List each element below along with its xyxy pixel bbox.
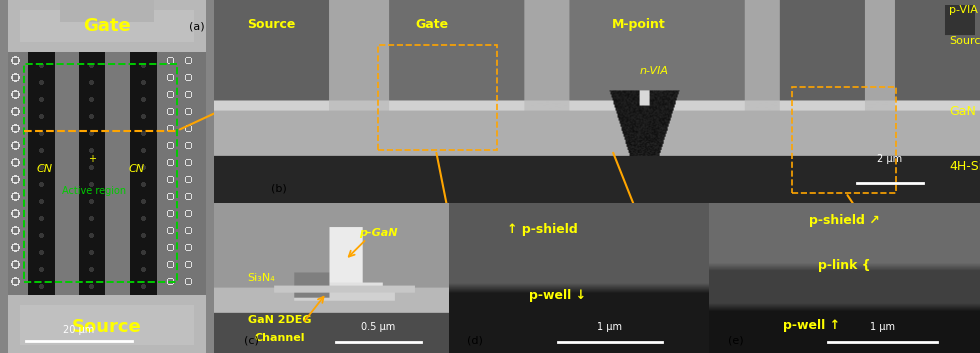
Text: Source: Source — [247, 18, 295, 31]
Text: 1 μm: 1 μm — [598, 323, 622, 333]
Text: 1 μm: 1 μm — [870, 323, 895, 333]
Text: p-VIA: p-VIA — [950, 5, 978, 15]
Text: n-VIA: n-VIA — [640, 66, 668, 76]
Text: Source: Source — [950, 36, 980, 46]
Text: p-well ↓: p-well ↓ — [529, 289, 586, 303]
Text: Source: Source — [72, 318, 142, 335]
Text: 4H-SiC: 4H-SiC — [950, 160, 980, 173]
Text: Active region: Active region — [62, 186, 126, 196]
Text: GaN 2DEG: GaN 2DEG — [248, 315, 312, 325]
Text: ↑ p-shield: ↑ p-shield — [507, 223, 577, 237]
Text: M-point: M-point — [612, 18, 665, 31]
Text: Gate: Gate — [416, 18, 449, 31]
Text: (a): (a) — [189, 22, 205, 31]
Text: Gate: Gate — [83, 18, 130, 35]
Text: (e): (e) — [728, 336, 744, 346]
Text: (d): (d) — [466, 336, 483, 346]
Text: Channel: Channel — [254, 333, 305, 343]
Text: 2 μm: 2 μm — [877, 154, 903, 164]
Text: p-GaN: p-GaN — [359, 228, 398, 238]
Text: p-link {: p-link { — [818, 259, 870, 273]
Text: 20 μm: 20 μm — [64, 325, 95, 335]
Text: (b): (b) — [270, 184, 287, 194]
Text: p-shield ↗: p-shield ↗ — [808, 215, 880, 227]
Text: p-well ↑: p-well ↑ — [783, 319, 840, 333]
Text: GaN: GaN — [950, 105, 976, 118]
Bar — [24, 64, 177, 282]
Text: CN: CN — [128, 164, 145, 174]
Bar — [378, 44, 497, 150]
Text: (c): (c) — [244, 336, 259, 346]
Bar — [792, 87, 896, 193]
Text: +: + — [88, 154, 96, 164]
Text: 0.5 μm: 0.5 μm — [362, 323, 395, 333]
Text: CN: CN — [37, 164, 53, 174]
Text: Si₃N₄: Si₃N₄ — [247, 273, 274, 283]
